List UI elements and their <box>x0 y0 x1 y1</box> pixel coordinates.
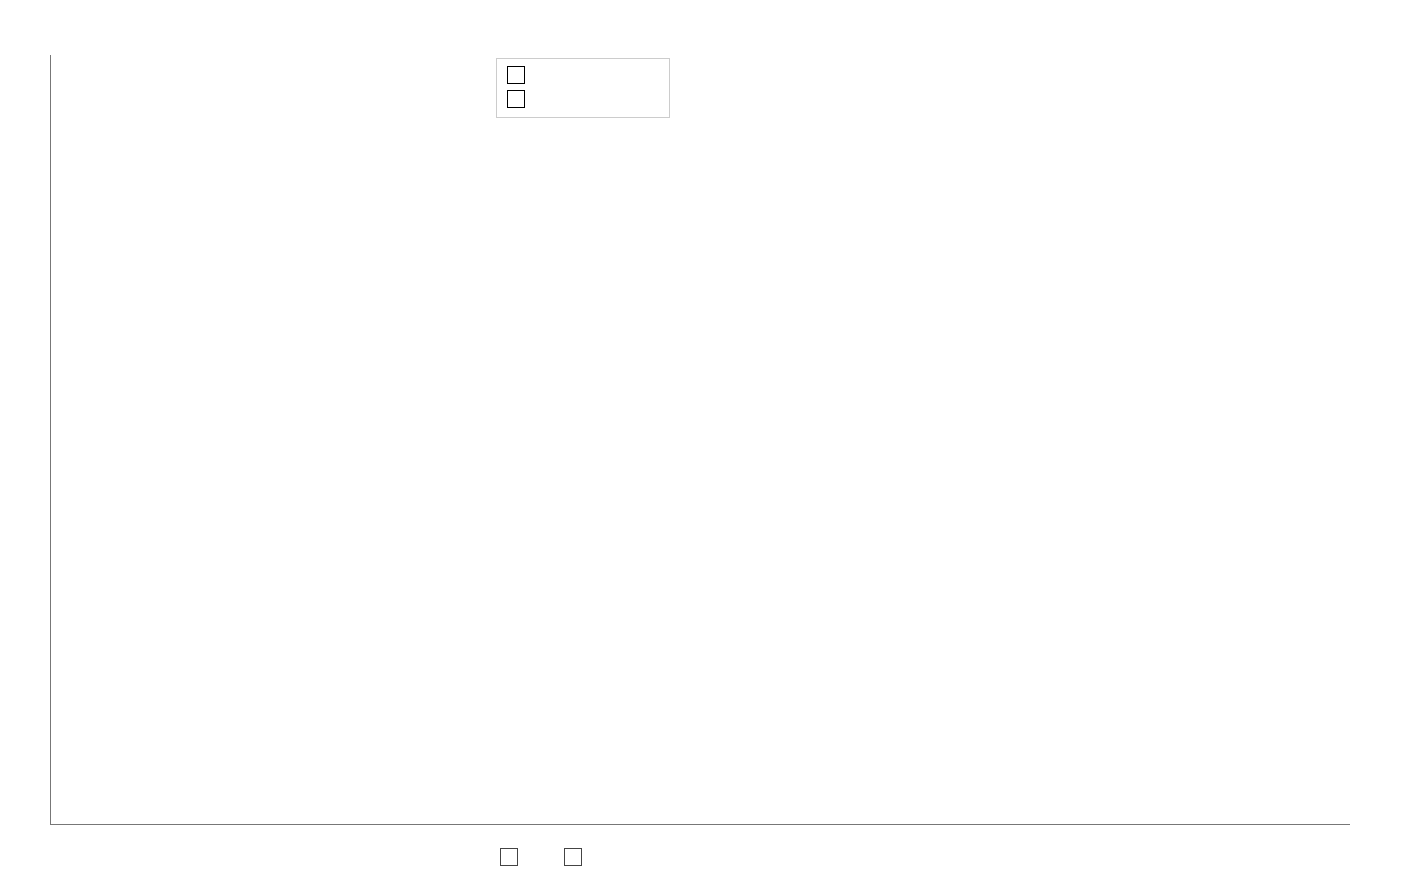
legend-stats-box <box>496 58 670 118</box>
swatch-alsatians <box>507 66 525 84</box>
legend-stats-row-alsatians <box>507 63 659 87</box>
scatter-plot-area <box>50 55 1350 825</box>
swatch-icon <box>564 848 582 866</box>
swatch-albania <box>507 90 525 108</box>
bottom-legend <box>500 848 618 866</box>
legend-item-alsatians <box>500 848 524 866</box>
legend-stats-row-albania <box>507 87 659 111</box>
legend-item-albania <box>564 848 588 866</box>
swatch-icon <box>500 848 518 866</box>
